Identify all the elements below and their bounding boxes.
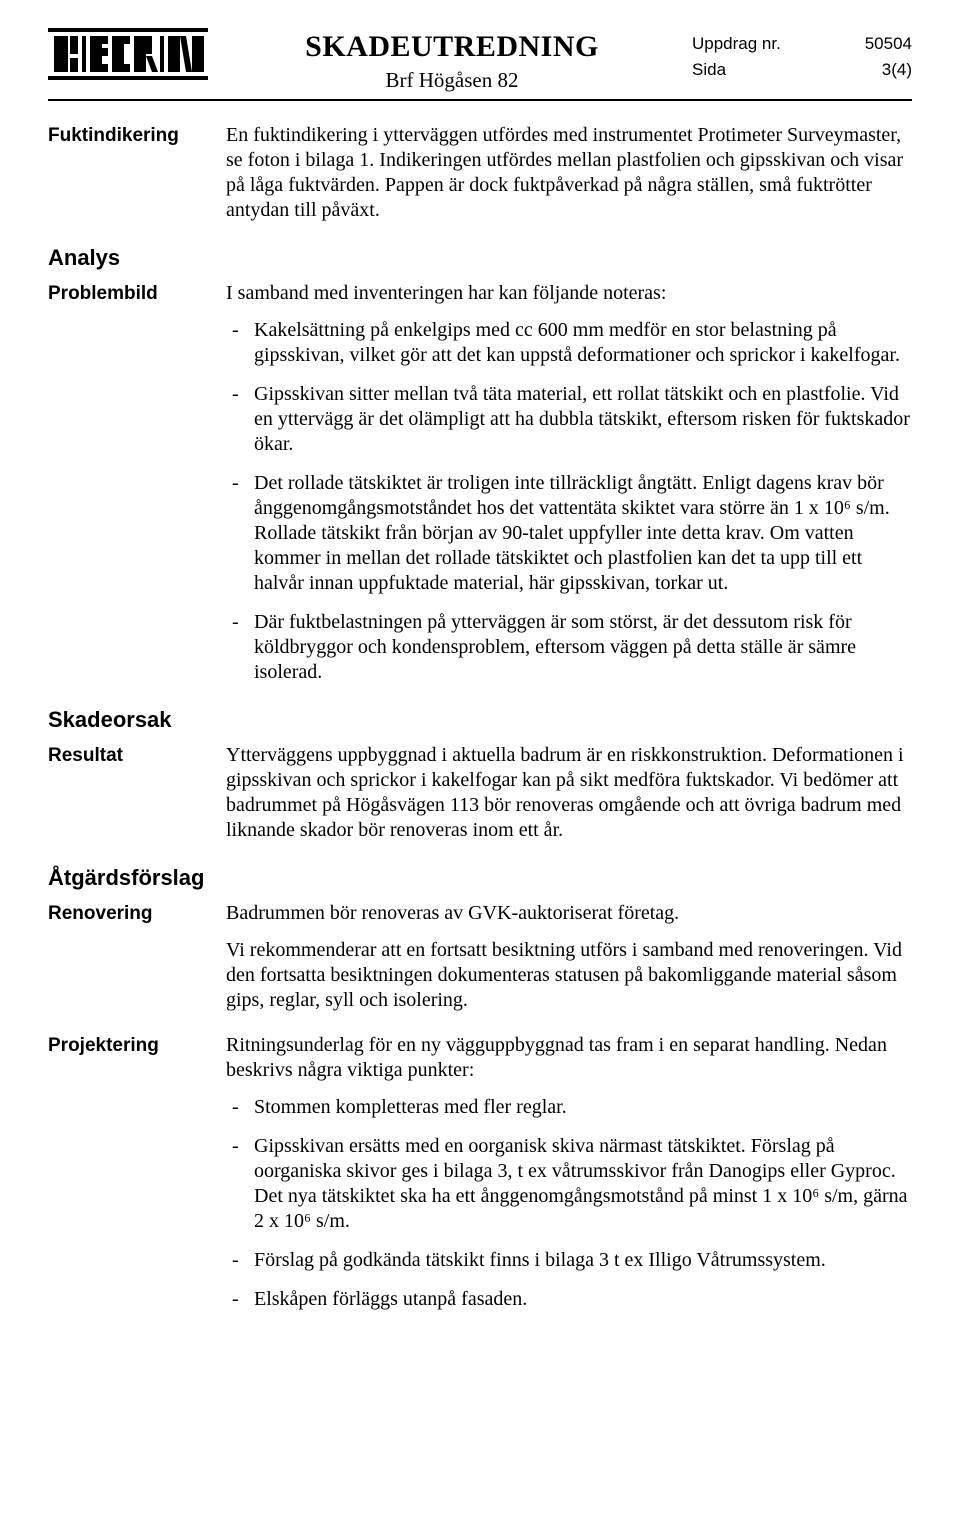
label-analys: Analys: [48, 243, 226, 271]
page: SKADEUTREDNING Brf Högåsen 82 Uppdrag nr…: [0, 0, 960, 1372]
problembild-list: Kakelsättning på enkelgips med cc 600 mm…: [226, 318, 912, 685]
list-item: Kakelsättning på enkelgips med cc 600 mm…: [226, 318, 912, 368]
resultat-text: Ytterväggens uppbyggnad i aktuella badru…: [226, 743, 912, 843]
uppdrag-value: 50504: [865, 34, 912, 54]
sida-label: Sida: [692, 60, 726, 80]
header-meta: Uppdrag nr. 50504 Sida 3(4): [692, 28, 912, 86]
doc-title: SKADEUTREDNING: [212, 30, 692, 64]
label-problembild: Problembild: [48, 281, 226, 685]
list-item: Stommen kompletteras med fler reglar.: [226, 1095, 912, 1120]
body-projektering: Ritningsunderlag för en ny vägguppbyggna…: [226, 1033, 912, 1312]
body-resultat: Ytterväggens uppbyggnad i aktuella badru…: [226, 743, 912, 843]
list-item: Gipsskivan ersätts med en oorganisk skiv…: [226, 1134, 912, 1234]
fuktindikering-text: En fuktindikering i ytterväggen utfördes…: [226, 123, 912, 223]
problembild-intro: I samband med inventeringen har kan följ…: [226, 281, 912, 306]
list-item: Det rollade tätskiktet är troligen inte …: [226, 471, 912, 596]
sida-value: 3(4): [882, 60, 912, 80]
projektering-list: Stommen kompletteras med fler reglar. Gi…: [226, 1095, 912, 1312]
label-renovering: Renovering: [48, 901, 226, 1013]
logo: [48, 28, 212, 80]
body-renovering: Badrummen bör renoveras av GVK-auktorise…: [226, 901, 912, 1013]
content: Fuktindikering En fuktindikering i ytter…: [48, 123, 912, 1332]
label-resultat: Resultat: [48, 743, 226, 843]
body-fuktindikering: En fuktindikering i ytterväggen utfördes…: [226, 123, 912, 223]
renovering-p2: Vi rekommenderar att en fortsatt besiktn…: [226, 938, 912, 1013]
label-skadeorsak: Skadeorsak: [48, 705, 226, 733]
list-item: Gipsskivan sitter mellan två täta materi…: [226, 382, 912, 457]
body-problembild: I samband med inventeringen har kan följ…: [226, 281, 912, 685]
list-item: Där fuktbelastningen på ytterväggen är s…: [226, 610, 912, 685]
uppdrag-label: Uppdrag nr.: [692, 34, 781, 54]
label-projektering: Projektering: [48, 1033, 226, 1312]
label-fuktindikering: Fuktindikering: [48, 123, 226, 223]
header-center: SKADEUTREDNING Brf Högåsen 82: [212, 28, 692, 93]
page-header: SKADEUTREDNING Brf Högåsen 82 Uppdrag nr…: [48, 28, 912, 101]
doc-subtitle: Brf Högåsen 82: [212, 68, 692, 93]
renovering-p1: Badrummen bör renoveras av GVK-auktorise…: [226, 901, 912, 926]
list-item: Elskåpen förläggs utanpå fasaden.: [226, 1287, 912, 1312]
list-item: Förslag på godkända tätskikt finns i bil…: [226, 1248, 912, 1273]
label-atgardsforslag: Åtgärdsförslag: [48, 863, 226, 891]
projektering-intro: Ritningsunderlag för en ny vägguppbyggna…: [226, 1033, 912, 1083]
